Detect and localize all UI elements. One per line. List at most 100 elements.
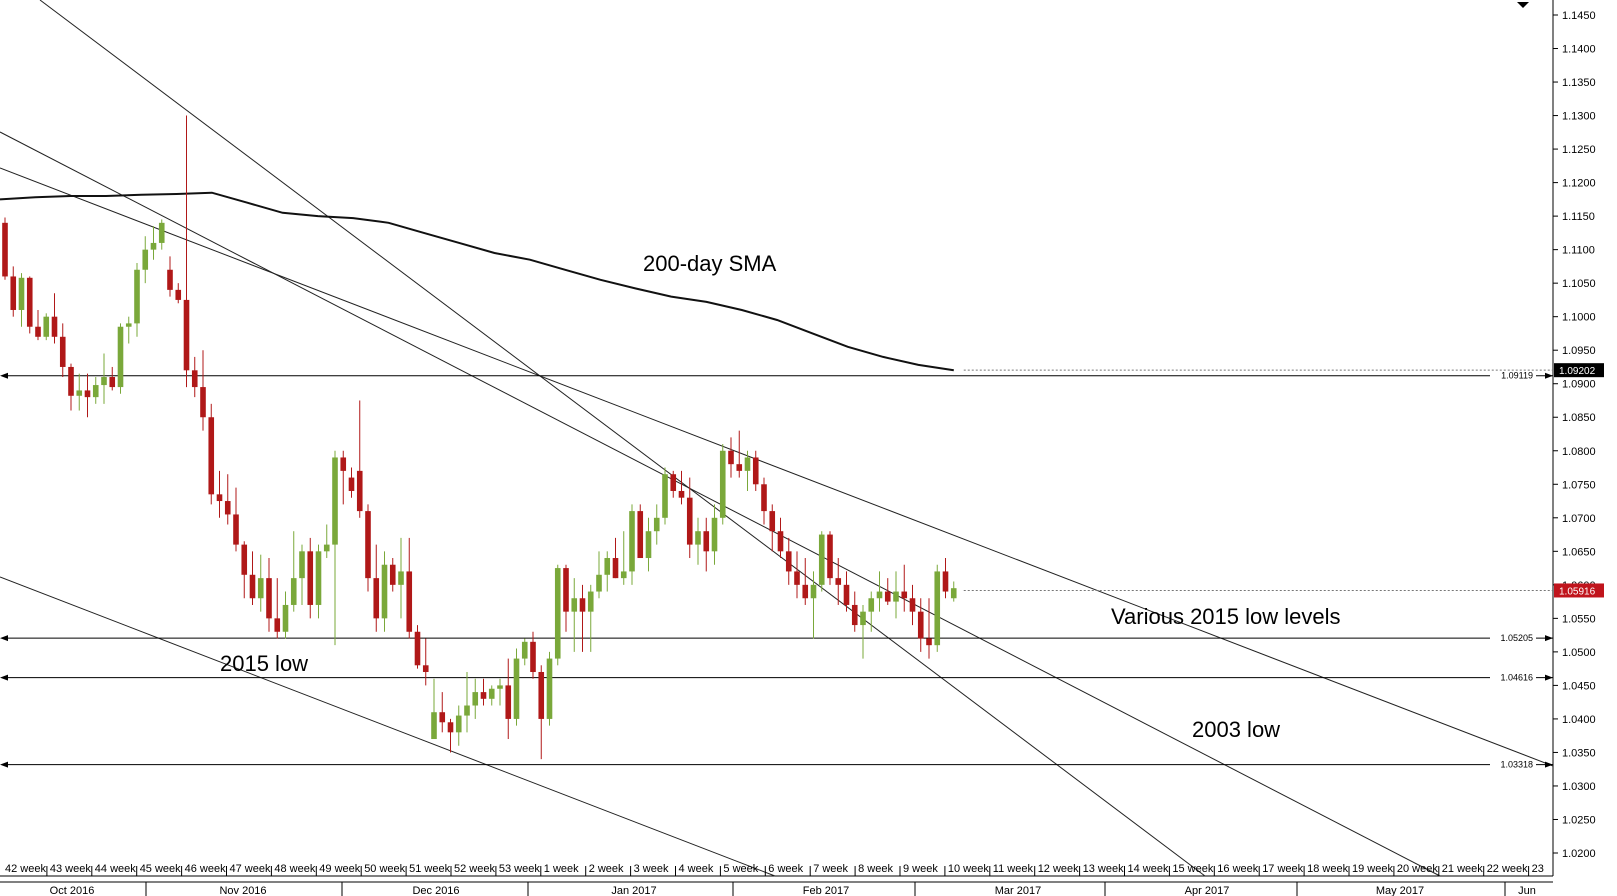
candle-body — [439, 712, 446, 723]
y-tick-label: 1.1350 — [1562, 77, 1596, 89]
candle-body — [950, 588, 957, 599]
candle-body — [810, 584, 817, 599]
sma-200-line-group — [0, 191, 954, 372]
week-label: 8 week — [858, 863, 893, 875]
candle-body — [521, 641, 528, 659]
candle-body — [827, 534, 833, 579]
week-label: 1 week — [544, 863, 579, 875]
y-tick-label: 1.0750 — [1562, 479, 1596, 491]
candle-body — [653, 517, 660, 532]
candle-body — [538, 671, 545, 719]
y-tick-label: 1.1050 — [1562, 278, 1596, 290]
arrow-right-icon — [1545, 635, 1553, 642]
arrow-left-icon — [0, 372, 8, 379]
annotation-2003-low: 2003 low — [1192, 717, 1280, 742]
price-box-label: 1.09202 — [1559, 366, 1596, 377]
y-tick-label: 1.0850 — [1562, 412, 1596, 424]
week-label: 6 week — [768, 863, 803, 875]
candle-body — [134, 269, 140, 324]
month-label: Jan 2017 — [611, 885, 656, 896]
candle-body — [777, 531, 784, 552]
price-boxes: 1.09202 1.05916 — [963, 363, 1604, 598]
candle-body — [851, 604, 858, 626]
candle-body — [497, 685, 503, 689]
candle-body — [670, 474, 677, 491]
month-label: Oct 2016 — [50, 885, 95, 896]
candle-body — [332, 457, 338, 545]
candle-body — [422, 665, 429, 672]
y-tick-label: 1.0250 — [1562, 814, 1596, 826]
candle-body — [662, 474, 668, 518]
candle-body — [26, 277, 33, 327]
candle-body — [645, 531, 652, 559]
candle-body — [480, 692, 487, 699]
week-label: 11 week — [993, 863, 1034, 875]
week-label: 50 week — [364, 863, 405, 875]
candle-body — [571, 598, 578, 612]
arrow-right-icon — [1545, 674, 1553, 681]
scroll-marker-icon[interactable] — [1517, 2, 1529, 8]
candle-body — [59, 336, 66, 367]
candle-body — [373, 578, 380, 619]
candle-body — [612, 558, 619, 579]
candle-body — [513, 658, 520, 719]
candle-body — [2, 222, 8, 277]
candle-body — [117, 326, 124, 388]
week-label: 16 week — [1217, 863, 1258, 875]
y-tick-label: 1.0500 — [1562, 647, 1596, 659]
candle-body — [719, 450, 726, 518]
week-label: 19 week — [1352, 863, 1393, 875]
week-label: 7 week — [813, 863, 848, 875]
week-label: 46 week — [185, 863, 226, 875]
sma-200-line — [0, 191, 954, 372]
candle-body — [92, 385, 99, 398]
month-label: Mar 2017 — [995, 885, 1041, 896]
week-label: 5 week — [723, 863, 758, 875]
y-tick-label: 1.1450 — [1562, 10, 1596, 22]
candle-body — [398, 571, 404, 585]
y-tick-label: 1.0700 — [1562, 513, 1596, 525]
candle-body — [893, 591, 899, 602]
annotation-sma: 200-day SMA — [643, 251, 777, 276]
y-tick-label: 1.0450 — [1562, 680, 1596, 692]
horizontal-levels: 1.09119 1.05205 1.04616 1.03318 — [0, 371, 1553, 770]
arrow-right-icon — [1545, 761, 1553, 768]
candle-body — [18, 277, 25, 310]
candle-body — [167, 269, 173, 290]
week-label: 10 week — [948, 863, 989, 875]
y-tick-label: 1.0350 — [1562, 747, 1596, 759]
week-label: 51 week — [409, 863, 450, 875]
candle-body — [604, 558, 611, 575]
candle-body — [876, 591, 883, 599]
candle-body — [686, 497, 693, 545]
candle-body — [142, 249, 149, 270]
candle-body — [909, 598, 916, 612]
candle-body — [802, 584, 809, 599]
candle-body — [917, 611, 924, 639]
candle-body — [472, 692, 479, 706]
candle-body — [703, 531, 710, 552]
arrow-left-icon — [0, 635, 8, 642]
candle-body — [546, 658, 553, 719]
arrow-left-icon — [0, 674, 8, 681]
week-label: 13 week — [1083, 863, 1124, 875]
candle-body — [365, 511, 371, 579]
week-label: 43 week — [50, 863, 91, 875]
candle-body — [101, 377, 107, 386]
candle-body — [389, 564, 396, 585]
week-label: 17 week — [1262, 863, 1303, 875]
y-tick-label: 1.1300 — [1562, 111, 1596, 123]
level-value-label: 1.05205 — [1500, 633, 1533, 643]
candle-body — [942, 571, 949, 592]
candle-body — [76, 390, 83, 396]
candle-body — [290, 578, 297, 605]
candle-body — [348, 477, 355, 491]
candle-body — [464, 705, 470, 716]
candle-body — [249, 574, 256, 599]
y-tick-label: 1.1100 — [1562, 245, 1595, 257]
candle-body — [340, 457, 347, 471]
week-label: 53 week — [499, 863, 540, 875]
candle-body — [596, 574, 602, 592]
month-label: Dec 2016 — [412, 885, 459, 896]
